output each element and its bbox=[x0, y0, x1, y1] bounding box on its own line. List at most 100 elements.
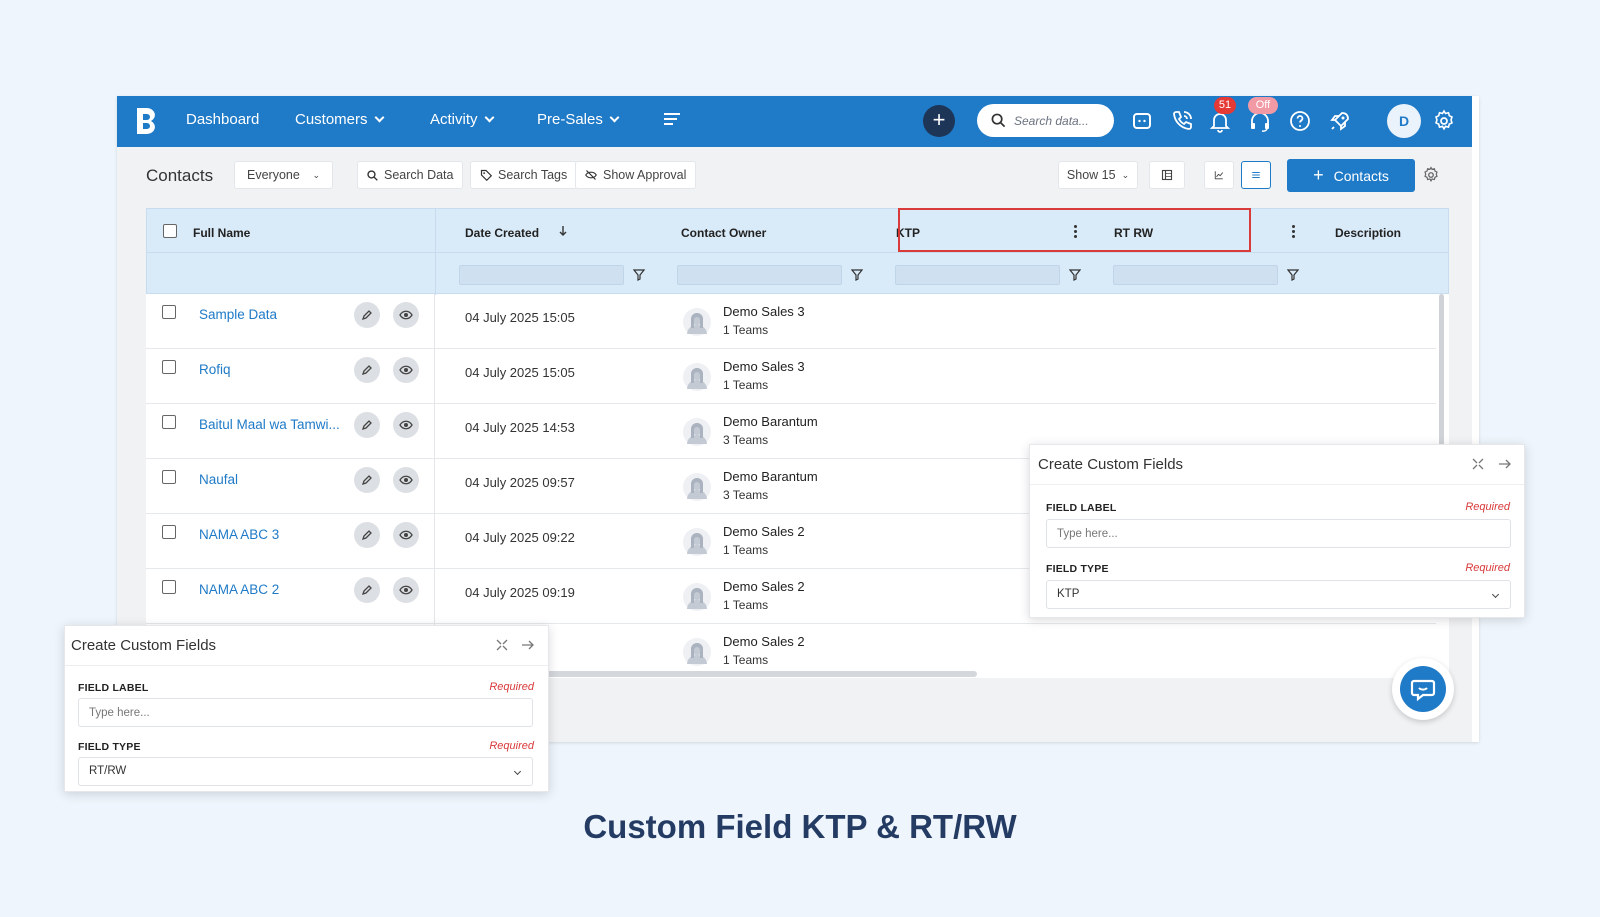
row-checkbox[interactable] bbox=[162, 415, 176, 429]
chevron-down-icon bbox=[609, 112, 620, 123]
field-type-select[interactable]: KTP bbox=[1046, 580, 1511, 609]
rtrw-filter-input[interactable] bbox=[1113, 265, 1278, 285]
collapse-icon[interactable] bbox=[495, 638, 509, 652]
gear-icon[interactable] bbox=[1432, 109, 1456, 133]
caption-title: Custom Field KTP & RT/RW bbox=[583, 808, 1017, 845]
table-row[interactable]: NAMA ABC 3 04 July 2025 09:22 Demo Sales 2… bbox=[146, 514, 1436, 569]
edit-button[interactable] bbox=[354, 302, 380, 328]
nav-presales[interactable]: Pre-Sales bbox=[537, 111, 620, 128]
list-view-button[interactable] bbox=[1241, 161, 1271, 189]
gear-icon[interactable] bbox=[1422, 166, 1440, 184]
view-button[interactable] bbox=[393, 302, 419, 328]
show-approval-button[interactable]: Show Approval bbox=[575, 161, 697, 189]
page-size-select[interactable]: Show 15 ⌄ bbox=[1058, 161, 1138, 189]
table-row[interactable]: Baitul Maal wa Tamwi... 04 July 2025 14:5… bbox=[146, 404, 1436, 459]
edit-button[interactable] bbox=[354, 522, 380, 548]
global-search-input[interactable] bbox=[1014, 113, 1104, 128]
field-type-heading: FIELD TYPE bbox=[1046, 563, 1109, 575]
row-checkbox[interactable] bbox=[162, 525, 176, 539]
header-full-name[interactable]: Full Name bbox=[193, 226, 251, 240]
brand-logo-icon[interactable] bbox=[133, 106, 163, 136]
header-description[interactable]: Description bbox=[1335, 226, 1402, 240]
sort-down-icon[interactable] bbox=[558, 225, 568, 237]
columns-icon bbox=[1161, 169, 1173, 181]
view-button[interactable] bbox=[393, 577, 419, 603]
field-type-select[interactable]: RT/RW bbox=[78, 757, 533, 786]
edit-button[interactable] bbox=[354, 412, 380, 438]
live-chat-button-inner bbox=[1400, 666, 1446, 712]
arrow-right-icon[interactable] bbox=[1498, 457, 1512, 471]
contact-name-link[interactable]: Rofiq bbox=[199, 362, 231, 377]
bell-icon[interactable] bbox=[1208, 109, 1232, 133]
quick-add-button[interactable]: + bbox=[923, 105, 955, 137]
table-row[interactable]: Rofiq 04 July 2025 15:05 Demo Sales 3 1 Tea… bbox=[146, 349, 1436, 404]
header-date-created[interactable]: Date Created bbox=[465, 226, 540, 240]
ktp-column-menu-icon[interactable] bbox=[1074, 225, 1078, 240]
field-label-input[interactable] bbox=[1046, 519, 1511, 548]
contact-name-link[interactable]: Baitul Maal wa Tamwi... bbox=[199, 417, 340, 432]
menu-lines-icon[interactable] bbox=[664, 113, 680, 128]
chevron-down-icon: ⌄ bbox=[1121, 169, 1130, 180]
rtrw-column-menu-icon[interactable] bbox=[1292, 225, 1296, 240]
contact-name-link[interactable]: NAMA ABC 3 bbox=[199, 527, 280, 542]
horizontal-scrollbar[interactable] bbox=[512, 671, 977, 677]
field-label-input[interactable] bbox=[78, 698, 533, 727]
search-data-button[interactable]: Search Data bbox=[357, 161, 464, 189]
table-row[interactable]: Naufal 04 July 2025 09:57 Demo Barantum 3 T… bbox=[146, 459, 1436, 514]
owner-teams: 3 Teams bbox=[723, 433, 769, 447]
view-button[interactable] bbox=[393, 522, 419, 548]
live-chat-button[interactable] bbox=[1392, 658, 1454, 720]
date-created-cell: 04 July 2025 15:05 bbox=[465, 310, 575, 325]
view-button[interactable] bbox=[393, 357, 419, 383]
contact-name-link[interactable]: Naufal bbox=[199, 472, 239, 487]
help-icon[interactable] bbox=[1288, 109, 1312, 133]
owner-name: Demo Sales 3 bbox=[723, 304, 805, 319]
contact-name-link[interactable]: NAMA ABC 2 bbox=[199, 582, 280, 597]
add-contacts-button[interactable]: + Contacts bbox=[1287, 159, 1415, 192]
pencil-icon bbox=[361, 365, 372, 376]
owner-avatar-icon bbox=[683, 638, 711, 666]
view-button[interactable] bbox=[393, 412, 419, 438]
rocket-icon[interactable] bbox=[1328, 109, 1352, 133]
arrow-right-icon[interactable] bbox=[521, 638, 535, 652]
header-rt-rw[interactable]: RT RW bbox=[1114, 226, 1154, 240]
search-tags-button[interactable]: Search Tags bbox=[470, 161, 578, 189]
row-checkbox[interactable] bbox=[162, 360, 176, 374]
owner-filter-select[interactable]: Everyone ⌄ bbox=[234, 161, 333, 189]
contact-name-link[interactable]: Sample Data bbox=[199, 307, 278, 322]
owner-name: Demo Barantum bbox=[723, 414, 818, 429]
row-checkbox[interactable] bbox=[162, 470, 176, 484]
edit-button[interactable] bbox=[354, 357, 380, 383]
header-ktp[interactable]: KTP bbox=[896, 226, 920, 240]
filter-icon[interactable] bbox=[633, 269, 645, 281]
global-search[interactable] bbox=[977, 104, 1114, 137]
owner-filter-input[interactable] bbox=[677, 265, 842, 285]
user-avatar[interactable]: D bbox=[1387, 104, 1421, 138]
header-contact-owner[interactable]: Contact Owner bbox=[681, 226, 767, 240]
nav-activity[interactable]: Activity bbox=[430, 111, 494, 128]
collapse-icon[interactable] bbox=[1471, 457, 1485, 471]
phone-icon[interactable] bbox=[1170, 109, 1194, 133]
filter-icon[interactable] bbox=[851, 269, 863, 281]
select-all-checkbox[interactable] bbox=[163, 224, 177, 238]
chat-box-icon[interactable] bbox=[1130, 109, 1154, 133]
plus-icon: + bbox=[1313, 165, 1324, 185]
table-row[interactable]: NAMA ABC 2 04 July 2025 09:19 Demo Sales 2… bbox=[146, 569, 1436, 624]
nav-dashboard[interactable]: Dashboard bbox=[186, 111, 259, 128]
filter-icon[interactable] bbox=[1287, 269, 1299, 281]
column-settings-button[interactable] bbox=[1149, 161, 1185, 189]
edit-button[interactable] bbox=[354, 577, 380, 603]
owner-teams: 1 Teams bbox=[723, 598, 769, 612]
owner-name: Demo Sales 2 bbox=[723, 579, 805, 594]
view-button[interactable] bbox=[393, 467, 419, 493]
filter-icon[interactable] bbox=[1069, 269, 1081, 281]
table-row[interactable]: Sample Data 04 July 2025 15:05 Demo Sales … bbox=[146, 294, 1436, 349]
date-filter-input[interactable] bbox=[459, 265, 624, 285]
row-checkbox[interactable] bbox=[162, 305, 176, 319]
edit-button[interactable] bbox=[354, 467, 380, 493]
nav-customers[interactable]: Customers bbox=[295, 111, 384, 128]
row-checkbox[interactable] bbox=[162, 580, 176, 594]
ktp-filter-input[interactable] bbox=[895, 265, 1060, 285]
chart-view-button[interactable] bbox=[1204, 161, 1234, 189]
table-row[interactable]: 09:17Demo Sales 21 Teams bbox=[146, 624, 1436, 678]
